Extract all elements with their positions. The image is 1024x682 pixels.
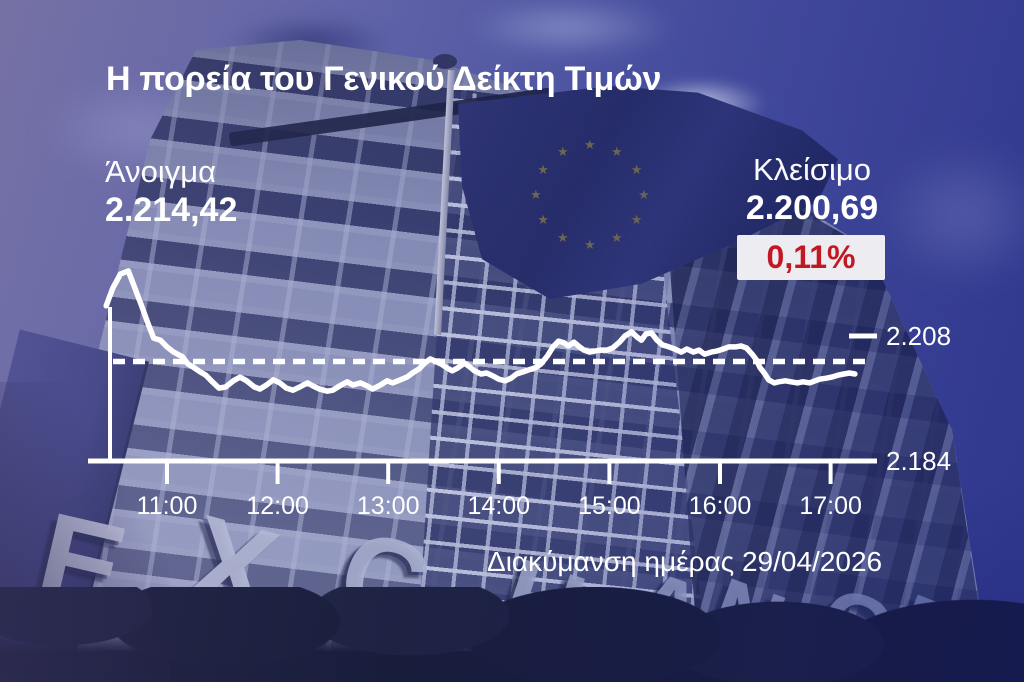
eu-flag-star: ★ xyxy=(557,143,569,159)
eu-flag-star: ★ xyxy=(611,143,623,159)
y-tick-label: 2.208 xyxy=(886,321,951,351)
x-tick-label: 11:00 xyxy=(137,492,198,520)
open-value: 2.214,42 xyxy=(105,191,238,229)
open-label: Άνοιγμα xyxy=(105,154,217,189)
eu-flag-star: ★ xyxy=(611,230,623,246)
eu-flag-star: ★ xyxy=(537,212,549,227)
eu-flag-star: ★ xyxy=(584,137,596,152)
eu-flag-star: ★ xyxy=(630,212,643,227)
close-value: 2.200,69 xyxy=(745,189,879,227)
change-badge: 0,11% xyxy=(737,235,885,280)
eu-flag-star: ★ xyxy=(584,237,596,252)
cloud-shape xyxy=(420,0,720,70)
close-label: Κλείσιμο xyxy=(752,152,871,187)
eu-flag-star: ★ xyxy=(530,187,542,202)
open-stat: Άνοιγμα 2.214,42 xyxy=(105,153,237,230)
chart-caption: Διακύμανση ημέρας 29/04/2026 xyxy=(487,546,883,577)
page-title: Η πορεία του Γενικού Δείκτη Τιμών xyxy=(106,60,662,98)
x-tick-label: 14:00 xyxy=(468,492,531,520)
left-shadow xyxy=(0,382,170,682)
index-price-line xyxy=(103,268,858,394)
eu-flag-star: ★ xyxy=(638,187,650,202)
eu-flag-star: ★ xyxy=(557,230,569,246)
x-tick-label: 17:00 xyxy=(799,492,862,520)
eu-flag-star: ★ xyxy=(630,162,643,177)
close-stat: Κλείσιμο 2.200,69 0,11% xyxy=(737,151,887,280)
bushes xyxy=(0,587,1024,682)
y-tick-label: 2.184 xyxy=(886,446,951,476)
x-tick-label: 16:00 xyxy=(689,492,752,520)
x-tick-label: 12:00 xyxy=(246,492,309,520)
x-tick-label: 15:00 xyxy=(578,492,641,520)
eu-flag-star: ★ xyxy=(537,162,549,177)
flagpole-cap xyxy=(433,54,457,69)
x-tick-label: 13:00 xyxy=(357,492,420,520)
